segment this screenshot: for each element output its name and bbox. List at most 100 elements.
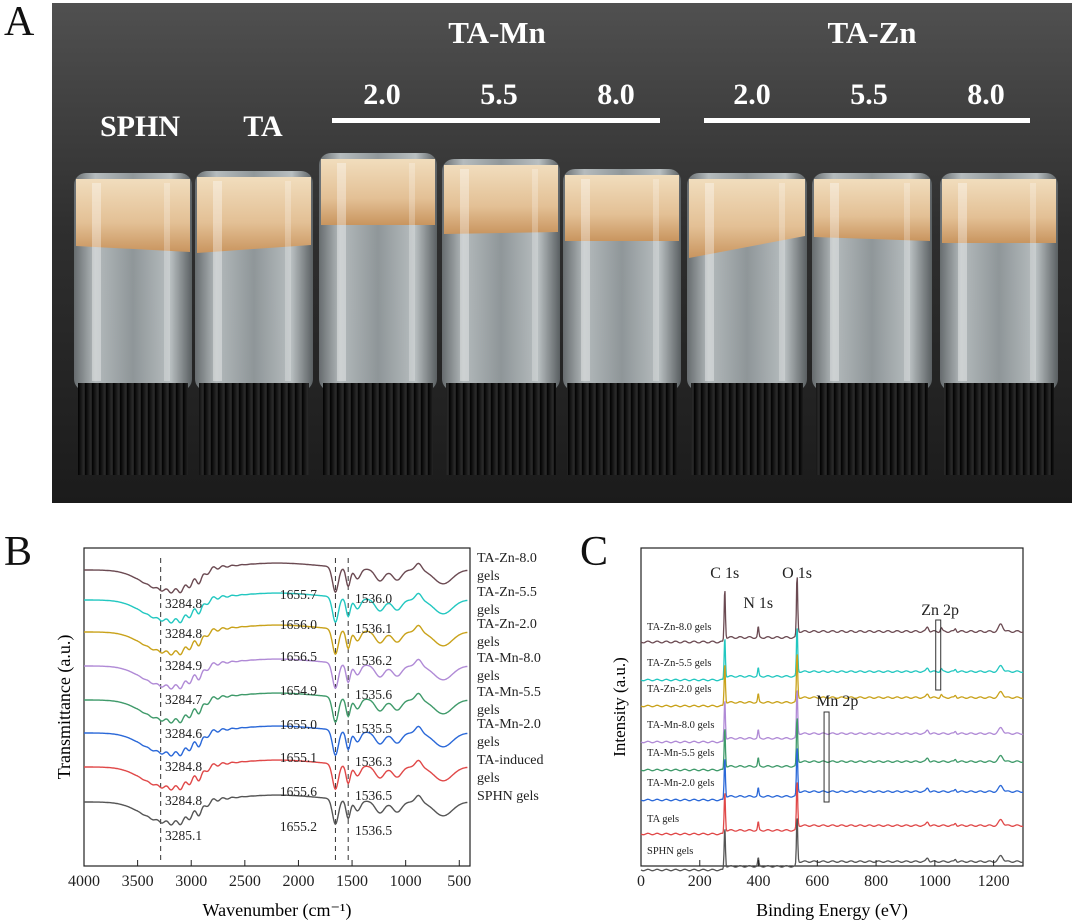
ftir-peak-amide2-label: 1535.5 (355, 721, 392, 736)
xps-series-label: TA-Mn-8.0 gels (647, 720, 714, 731)
xps-x-tick-label: 200 (688, 873, 712, 890)
ftir-chart: 3284.8 1655.7 1536.0 3284.8 1656.0 1536.1 3284… (54, 547, 544, 921)
xps-series-label: SPHN gels (647, 846, 693, 857)
ftir-legend-label: TA-Zn-2.0 (477, 617, 537, 632)
vial-cap (567, 383, 677, 475)
ftir-legend-label: TA-Mn-2.0 (477, 717, 541, 732)
group-title-ta-mn: TA-Mn (448, 15, 546, 50)
ftir-x-tick-label: 1000 (390, 873, 422, 890)
glass-highlight (830, 183, 839, 381)
ftir-series-line (84, 692, 468, 724)
panel-letter-b: B (4, 529, 33, 575)
ftir-peak-amide2-label: 1536.5 (355, 788, 392, 803)
vial (563, 169, 681, 475)
bracket-ta-zn (704, 118, 1030, 123)
xps-chart: C 1sN 1s O 1s Zn 2p Mn 2p TA-Zn-8.0 gels TA-Z… (610, 547, 1024, 921)
xps-peak-label-zn2p: Zn 2p (921, 602, 959, 619)
xps-x-tick-label: 1000 (919, 873, 951, 890)
xps-series-line (640, 577, 1024, 644)
gel-layer (444, 165, 558, 234)
vial-cap (816, 383, 928, 475)
xps-series-line (640, 690, 1024, 744)
ftir-peak-amide1-label: 1655.0 (280, 717, 317, 732)
xps-x-tick-label: 800 (864, 873, 888, 890)
xps-series-line (640, 818, 1024, 872)
glass-highlight (409, 163, 415, 381)
mn-2p-marker-box (823, 711, 830, 803)
conc-label-zn-2: 2.0 (733, 78, 771, 111)
gel-layer (814, 179, 930, 241)
xps-peak-label-n1s: N 1s (743, 595, 773, 612)
xps-plot-frame (640, 547, 1024, 867)
ftir-peak-amide2-label: 1536.1 (355, 621, 392, 636)
conc-label-mn-5: 5.5 (480, 78, 518, 111)
vial (195, 171, 313, 475)
ftir-x-axis-title: Wavenumber (cm⁻¹) (203, 900, 352, 921)
panel-letter-a: A (4, 0, 35, 45)
ftir-legend-label: gels (477, 771, 500, 786)
glass-highlight (460, 169, 469, 381)
glass-highlight (705, 183, 714, 381)
xps-y-axis-title: Intensity (a.u.) (610, 657, 629, 757)
glass-highlight (958, 183, 967, 381)
ftir-x-tick-label: 2000 (282, 873, 314, 890)
glass-highlight (337, 163, 346, 381)
ftir-peak-oh-label: 3284.7 (165, 692, 202, 707)
conc-label-zn-5: 5.5 (850, 78, 888, 111)
ftir-peak-amide2-label: 1536.0 (355, 591, 392, 606)
xps-peak-label-mn2p: Mn 2p (816, 693, 858, 710)
vial-cap (199, 383, 309, 475)
glass-highlight (213, 181, 222, 381)
ftir-series-line (84, 725, 468, 757)
gel-layer (76, 179, 190, 252)
xps-series-line (640, 782, 1024, 836)
ftir-peak-oh-label: 3284.8 (165, 759, 202, 774)
ftir-series-line (84, 658, 468, 690)
ftir-series-line (84, 624, 468, 656)
xps-series-label: TA gels (647, 814, 679, 825)
xps-x-tick-label: 400 (747, 873, 771, 890)
sample-label-sphn: SPHN (100, 110, 180, 143)
gel-layer (565, 175, 679, 241)
vial (687, 173, 807, 475)
group-title-ta-zn: TA-Zn (827, 15, 916, 50)
glass-highlight (1030, 183, 1036, 381)
vial-cap (78, 383, 188, 475)
vial-cap (323, 383, 433, 475)
gel-layer (197, 177, 311, 253)
xps-peak-label-c1s: C 1s (710, 565, 739, 582)
ftir-peak-oh-label: 3284.9 (165, 658, 202, 673)
ftir-legend-label: gels (477, 635, 500, 650)
xps-series-label: TA-Mn-5.5 gels (647, 748, 714, 759)
ftir-peak-amide1-label: 1655.7 (280, 587, 317, 602)
ftir-y-axis-title: Transmittance (a.u.) (54, 635, 75, 780)
glass-highlight (164, 183, 170, 381)
ftir-peak-amide2-label: 1536.2 (355, 653, 392, 668)
ftir-series-line (84, 759, 468, 791)
ftir-legend-label: SPHN gels (477, 789, 539, 804)
ftir-x-tick-label: 3000 (175, 873, 207, 890)
glass-highlight (581, 179, 590, 381)
gel-layer (321, 159, 435, 225)
ftir-series-line (84, 794, 468, 826)
glass-highlight (532, 169, 538, 381)
ftir-x-tick-label: 4000 (68, 873, 100, 890)
ftir-peak-amide1-label: 1655.1 (280, 750, 317, 765)
xps-series-label: TA-Zn-2.0 gels (647, 684, 711, 695)
ftir-peak-amide2-label: 1536.3 (355, 754, 392, 769)
ftir-peak-amide1-label: 1656.5 (280, 649, 317, 664)
ftir-legend-label: TA-Zn-5.5 (477, 585, 537, 600)
bracket-ta-mn (332, 118, 660, 123)
ftir-plot-frame (83, 547, 471, 867)
ftir-peak-amide2-label: 1535.6 (355, 687, 392, 702)
xps-series-label: TA-Zn-8.0 gels (647, 622, 711, 633)
vial (940, 173, 1058, 475)
gel-layer (689, 179, 805, 258)
panel-letter-c: C (580, 529, 609, 575)
ftir-legend-label: TA-Zn-8.0 (477, 551, 537, 566)
ftir-legend-label: gels (477, 569, 500, 584)
xps-series-line (640, 654, 1024, 708)
vial-cap (446, 383, 556, 475)
ftir-peak-amide2-label: 1536.5 (355, 823, 392, 838)
vial (812, 173, 932, 475)
